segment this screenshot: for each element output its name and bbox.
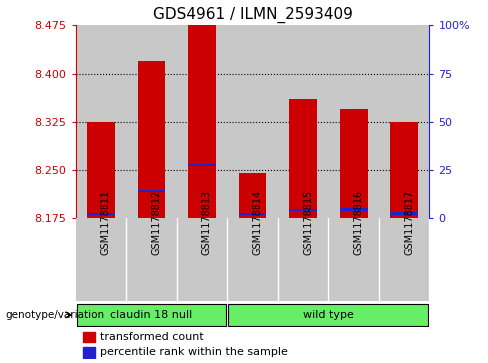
- Bar: [278, 25, 328, 218]
- Text: wild type: wild type: [303, 310, 354, 320]
- Title: GDS4961 / ILMN_2593409: GDS4961 / ILMN_2593409: [153, 7, 352, 23]
- Bar: [278, 218, 328, 301]
- Bar: [87, 213, 115, 215]
- Bar: [328, 218, 379, 301]
- Bar: [227, 25, 278, 218]
- Bar: [188, 25, 216, 218]
- Text: transformed count: transformed count: [101, 332, 204, 342]
- Bar: [379, 25, 429, 218]
- Bar: [76, 25, 126, 218]
- Bar: [328, 25, 379, 218]
- Bar: [177, 218, 227, 301]
- Text: GSM1178814: GSM1178814: [253, 189, 263, 254]
- Text: genotype/variation: genotype/variation: [5, 310, 104, 320]
- Bar: [76, 218, 126, 301]
- Bar: [77, 304, 226, 326]
- Text: claudin 18 null: claudin 18 null: [110, 310, 193, 320]
- Bar: [126, 25, 177, 218]
- Bar: [138, 61, 165, 218]
- Bar: [83, 347, 95, 358]
- Bar: [379, 218, 429, 301]
- Bar: [239, 173, 266, 218]
- Text: GSM1178813: GSM1178813: [202, 189, 212, 254]
- Bar: [390, 122, 418, 218]
- Bar: [126, 218, 177, 301]
- Bar: [83, 332, 95, 342]
- Bar: [390, 212, 418, 215]
- Bar: [239, 213, 266, 215]
- Bar: [138, 189, 165, 192]
- Bar: [87, 122, 115, 218]
- Bar: [227, 218, 278, 301]
- Bar: [188, 164, 216, 167]
- Text: GSM1178815: GSM1178815: [303, 189, 313, 254]
- Bar: [177, 25, 227, 218]
- Text: GSM1178817: GSM1178817: [404, 189, 414, 254]
- Bar: [228, 304, 428, 326]
- Text: GSM1178812: GSM1178812: [151, 189, 162, 254]
- Text: GSM1178816: GSM1178816: [354, 189, 364, 254]
- Bar: [340, 109, 367, 218]
- Bar: [289, 99, 317, 218]
- Bar: [340, 208, 367, 211]
- Text: percentile rank within the sample: percentile rank within the sample: [101, 347, 288, 357]
- Text: GSM1178811: GSM1178811: [101, 189, 111, 254]
- Bar: [289, 209, 317, 211]
